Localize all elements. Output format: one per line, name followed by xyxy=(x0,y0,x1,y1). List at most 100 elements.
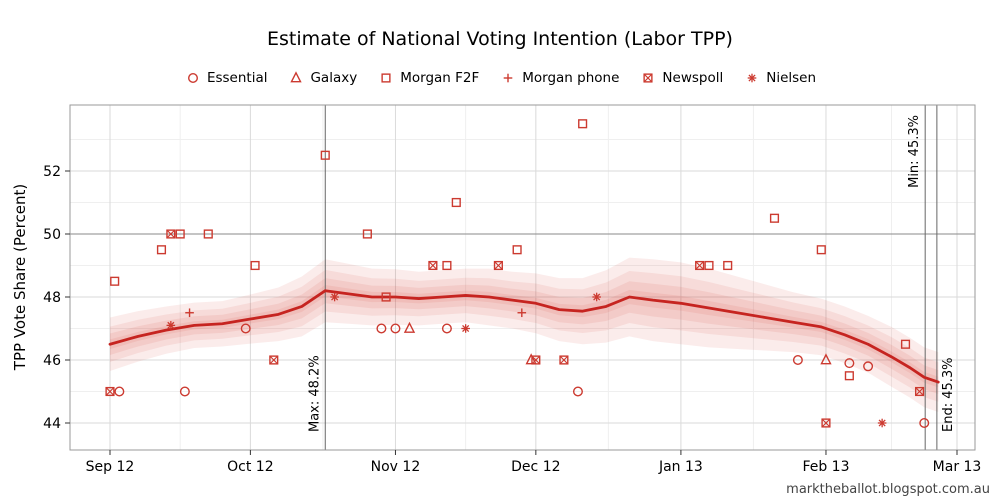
confidence-band xyxy=(110,278,939,395)
data-point xyxy=(915,387,924,396)
points-galaxy xyxy=(403,321,832,365)
data-point xyxy=(531,355,541,365)
data-point xyxy=(525,353,537,365)
legend-label-newspoll: Newspoll xyxy=(662,70,724,86)
legend-item-nielsen: Nielsen xyxy=(743,70,816,86)
annotation-label: Min: 45.3% xyxy=(907,115,922,188)
data-point xyxy=(863,361,874,372)
y-tick-label: 52 xyxy=(43,164,61,180)
data-point xyxy=(175,229,185,239)
data-point xyxy=(166,229,176,239)
galaxy-symbol-icon xyxy=(287,70,305,86)
data-point xyxy=(428,260,438,271)
data-point xyxy=(512,245,522,255)
data-point xyxy=(704,260,714,271)
legend-item-newspoll: Newspoll xyxy=(639,70,723,86)
data-point xyxy=(362,229,372,239)
legend-label-galaxy: Galaxy xyxy=(310,70,358,86)
data-point xyxy=(572,386,583,397)
legend-label-nielsen: Nielsen xyxy=(766,70,817,86)
data-point xyxy=(919,418,930,429)
newspoll-symbol-icon xyxy=(639,70,657,86)
legend-item-morgan-phone: Morgan phone xyxy=(499,70,619,86)
x-tick-label: Dec 12 xyxy=(511,459,560,475)
data-point xyxy=(816,245,826,255)
data-point xyxy=(451,197,461,208)
data-point xyxy=(748,74,756,82)
panel-border xyxy=(69,104,976,451)
data-point xyxy=(531,355,541,365)
x-tick-label: Mar 13 xyxy=(933,459,982,475)
data-point xyxy=(381,292,391,302)
data-point xyxy=(166,229,176,239)
data-point xyxy=(179,386,190,397)
x-tick-label: Sep 12 xyxy=(86,459,135,475)
legend-item-essential: Essential xyxy=(184,70,268,86)
data-point xyxy=(240,323,251,334)
plus-glyph xyxy=(503,73,513,83)
data-point xyxy=(593,293,601,301)
data-point xyxy=(442,260,452,271)
data-point xyxy=(462,324,470,333)
confidence-band xyxy=(110,269,939,402)
data-point xyxy=(441,323,452,334)
data-point xyxy=(390,323,401,334)
data-point xyxy=(844,371,854,381)
x-tick-label: Feb 13 xyxy=(802,459,849,475)
panel-background xyxy=(70,105,975,450)
data-point xyxy=(494,261,503,270)
trend-line xyxy=(108,289,940,384)
points-newspoll xyxy=(105,229,925,428)
data-point xyxy=(695,260,705,271)
data-point xyxy=(376,323,387,334)
morgan-phone-symbol-icon xyxy=(499,70,517,86)
morgan-f2f-symbol-icon xyxy=(377,70,395,86)
triangle-glyph xyxy=(290,71,303,83)
data-point xyxy=(844,358,855,369)
data-point xyxy=(821,418,831,428)
data-point xyxy=(643,73,653,83)
data-point xyxy=(203,229,213,239)
data-point xyxy=(250,260,260,271)
points-morgan-f2f xyxy=(110,119,911,381)
chart-title: Estimate of National Voting Intention (L… xyxy=(267,28,733,50)
y-tick-label: 48 xyxy=(43,290,61,306)
data-point xyxy=(723,260,733,271)
data-point xyxy=(403,321,416,333)
data-point xyxy=(493,260,503,271)
data-point xyxy=(156,245,167,255)
square-x-glyph xyxy=(643,73,653,83)
data-point xyxy=(114,386,125,397)
legend-label-morgan-f2f: Morgan F2F xyxy=(400,70,480,86)
data-point xyxy=(105,386,115,397)
x-tick-label: Oct 12 xyxy=(227,459,273,475)
watermark: marktheballot.blogspot.com.au xyxy=(786,482,990,497)
data-point xyxy=(381,73,391,83)
points-essential xyxy=(114,323,930,429)
annotation-label: Max: 48.2% xyxy=(307,355,322,432)
nielsen-symbol-icon xyxy=(743,70,761,86)
points-nielsen xyxy=(166,292,887,428)
y-tick-label: 46 xyxy=(43,353,61,369)
data-point xyxy=(428,261,438,270)
data-point xyxy=(821,418,831,428)
data-point xyxy=(769,213,780,223)
essential-symbol-icon xyxy=(184,70,202,86)
data-point xyxy=(900,339,911,349)
data-point xyxy=(878,419,886,427)
legend-item-galaxy: Galaxy xyxy=(287,70,357,86)
legend-label-essential: Essential xyxy=(206,70,268,86)
data-point xyxy=(290,71,303,83)
data-point xyxy=(559,355,569,365)
points-morgan-phone xyxy=(185,308,527,318)
data-point xyxy=(644,73,653,83)
data-point xyxy=(914,386,925,397)
legend-label-morgan-phone: Morgan phone xyxy=(522,70,620,86)
data-point xyxy=(695,261,704,270)
data-point xyxy=(331,293,339,301)
y-tick-label: 44 xyxy=(43,416,61,432)
data-point xyxy=(269,355,279,365)
data-point xyxy=(820,353,832,365)
data-point xyxy=(167,321,175,329)
